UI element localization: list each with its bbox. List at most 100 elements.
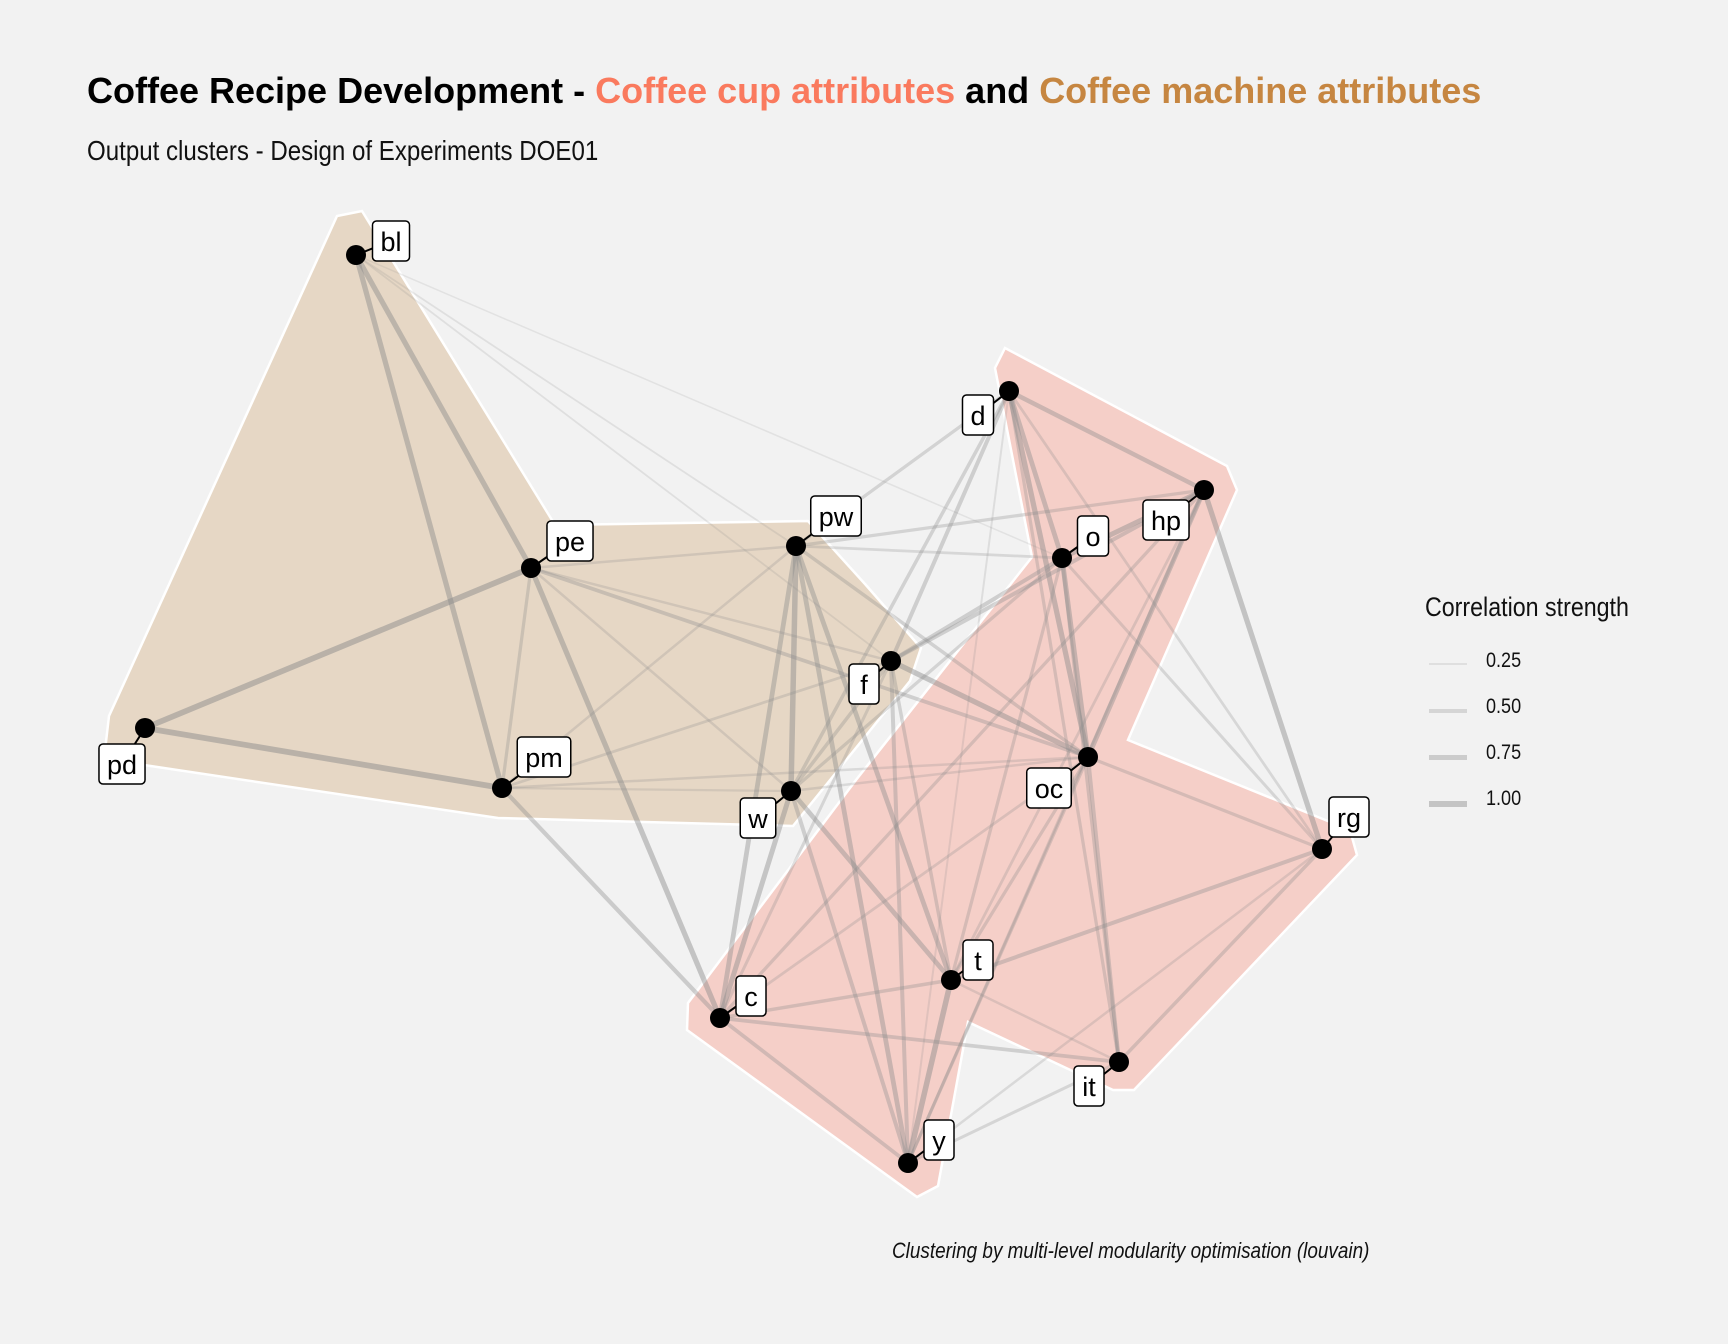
node-label-text-rg: rg: [1337, 803, 1361, 833]
edge-hp-y: [906, 488, 1206, 1165]
legend-item-label: 0.75: [1486, 741, 1522, 764]
node-label-pm: pm: [516, 736, 572, 778]
node-label-pe: pe: [546, 520, 594, 562]
node-label-box-w: [739, 797, 777, 839]
node-label-hp: hp: [1142, 499, 1190, 541]
edge-d-oc: [1006, 388, 1091, 760]
node-label-box-f: [848, 663, 880, 705]
edge-d-hp: [1006, 388, 1207, 493]
edge-bl-f: [355, 254, 892, 662]
node-label-y: y: [923, 1119, 955, 1161]
edge-pd-pm: [142, 725, 505, 791]
node-label-text-hp: hp: [1151, 506, 1181, 536]
node-label-text-o: o: [1085, 522, 1100, 552]
edge-o-it: [1060, 556, 1121, 1064]
edge-hp-c: [718, 488, 1206, 1020]
node-w: [781, 781, 801, 801]
node-label-o: o: [1076, 515, 1110, 557]
cluster-hulls: [102, 209, 1359, 1199]
node-d: [999, 381, 1019, 401]
node-label-box-c: [735, 975, 767, 1017]
edge-pw-oc: [794, 544, 1090, 759]
node-label-text-d: d: [970, 401, 985, 431]
edge-rg-t: [949, 847, 1324, 982]
edge-d-o: [1006, 388, 1065, 561]
edge-pe-f: [529, 566, 893, 663]
edge-o-rg: [1060, 556, 1324, 851]
node-label-text-pw: pw: [819, 502, 854, 532]
edge-f-t: [889, 659, 953, 982]
edge-rg-it: [1117, 847, 1324, 1064]
edge-pm-oc: [500, 755, 1090, 790]
edge-d-it: [1007, 389, 1121, 1064]
edge-f-d: [889, 389, 1011, 663]
legend-item: 0.75: [1425, 735, 1705, 781]
edge-d-rg: [1007, 389, 1324, 851]
title-connector: and: [955, 70, 1040, 111]
node-label-box-y: [923, 1119, 955, 1161]
node-pd: [135, 718, 155, 738]
edge-hp-t: [949, 488, 1206, 982]
node-label-text-it: it: [1082, 1072, 1096, 1102]
node-label-box-rg: [1328, 796, 1370, 838]
node-pm: [492, 778, 512, 798]
edge-pe-c: [528, 565, 723, 1021]
node-label-pw: pw: [809, 495, 863, 537]
legend-line-sample: [1429, 709, 1467, 713]
legend-line-sample: [1429, 755, 1467, 760]
node-label-w: w: [739, 797, 777, 839]
node-label-t: t: [962, 939, 994, 981]
edge-pe-oc: [529, 566, 1090, 759]
edge-pe-pd: [142, 565, 534, 731]
legend-item-label: 0.50: [1486, 695, 1522, 718]
legend-item: 0.25: [1425, 643, 1705, 689]
node-label-box-o: [1076, 515, 1110, 557]
edge-t-it: [949, 978, 1121, 1064]
edge-f-o: [889, 556, 1064, 663]
edge-c-it: [718, 1016, 1121, 1064]
edge-pe-pw: [529, 544, 798, 570]
cluster-hull-machine-attributes: [102, 209, 923, 828]
edge-w-o: [789, 556, 1064, 793]
node-rg: [1312, 839, 1332, 859]
node-label-box-bl: [371, 220, 411, 262]
edge-oc-rg: [1086, 755, 1324, 851]
node-label-box-pe: [546, 520, 594, 562]
edge-pw-c: [717, 543, 799, 1021]
attribute-nodes: [135, 245, 1332, 1173]
edge-pm-c: [499, 785, 723, 1021]
title-machine-cluster: Coffee machine attributes: [1039, 70, 1482, 111]
legend-title: Correlation strength: [1425, 592, 1629, 622]
edge-f-oc: [888, 658, 1091, 760]
node-t: [941, 970, 961, 990]
edge-o-t: [949, 556, 1064, 982]
node-c: [710, 1008, 730, 1028]
node-label-box-oc: [1025, 767, 1073, 809]
cluster-hull-cup-attributes: [685, 346, 1359, 1199]
node-label-rg: rg: [1328, 796, 1370, 838]
node-label-bl: bl: [371, 220, 411, 262]
edge-pw-o: [794, 544, 1064, 560]
node-label-box-d: [961, 394, 995, 436]
node-label-f: f: [848, 663, 880, 705]
edge-oc-it: [1086, 755, 1121, 1064]
node-label-text-pe: pe: [555, 527, 585, 557]
legend-line-sample: [1429, 663, 1467, 666]
edge-bl-pe: [353, 252, 534, 571]
chart-subtitle: Output clusters - Design of Experiments …: [87, 135, 599, 166]
node-label-text-pd: pd: [107, 750, 137, 780]
edge-w-oc: [789, 755, 1090, 793]
edge-pe-pm: [500, 566, 533, 790]
node-label-d: d: [961, 394, 995, 436]
node-label-it: it: [1073, 1065, 1105, 1107]
title-prefix: Coffee Recipe Development -: [87, 70, 596, 111]
edge-pe-w: [529, 566, 793, 793]
edge-o-oc: [1059, 555, 1091, 760]
chart-caption: Clustering by multi-level modularity opt…: [892, 1238, 1370, 1263]
edge-f-y: [889, 659, 910, 1165]
edge-c-y: [718, 1016, 910, 1165]
node-label-text-bl: bl: [380, 227, 401, 257]
edge-pm-w: [500, 786, 793, 793]
node-o: [1052, 548, 1072, 568]
node-label-text-w: w: [747, 804, 768, 834]
